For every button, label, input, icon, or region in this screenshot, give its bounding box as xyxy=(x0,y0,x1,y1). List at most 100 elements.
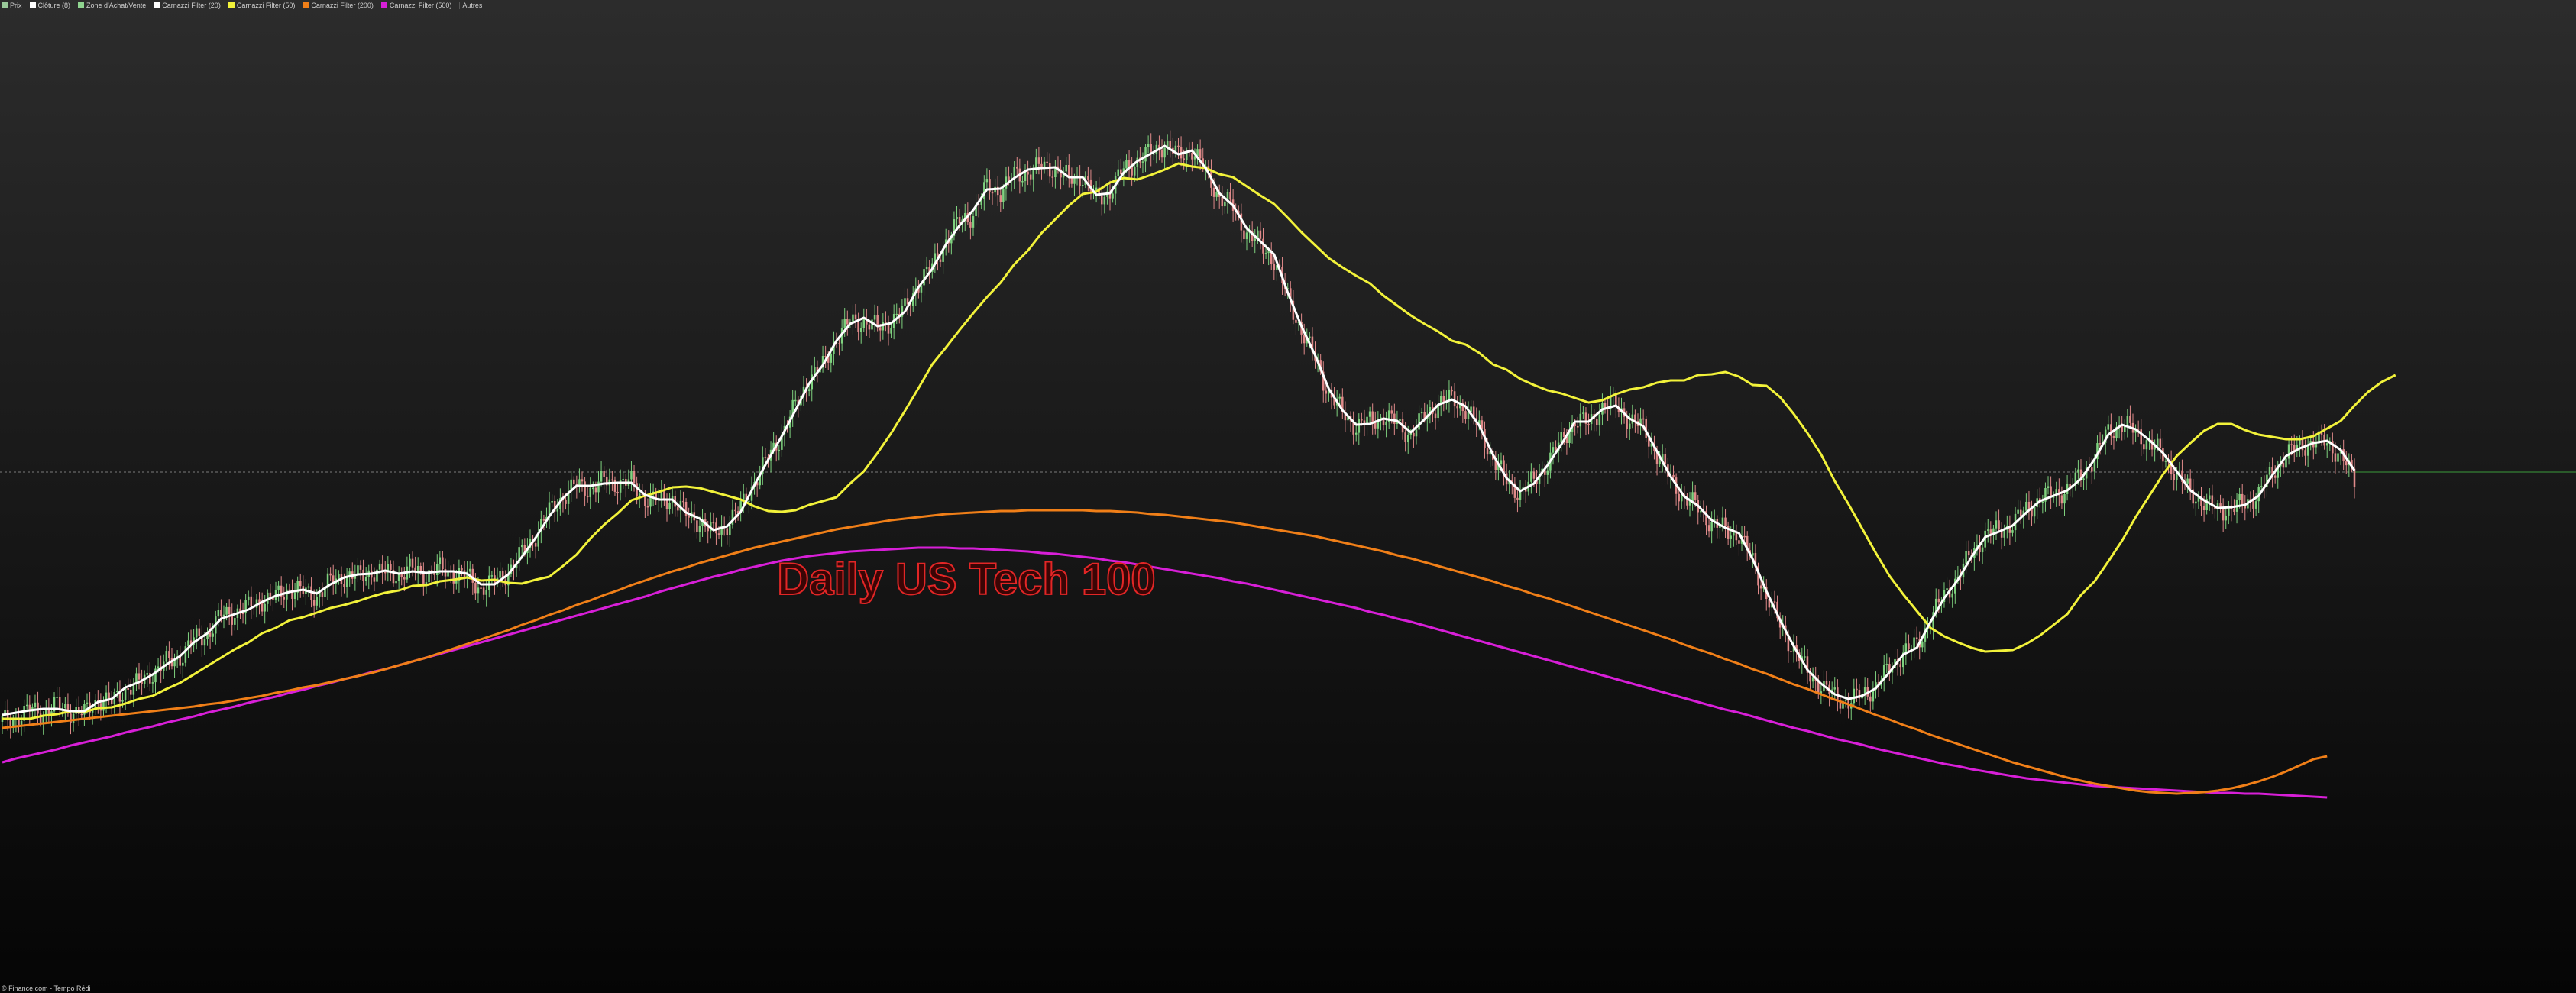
candle-down xyxy=(1290,288,1292,301)
candle-up xyxy=(458,568,461,581)
candle-up xyxy=(1366,416,1368,425)
candle-up xyxy=(116,691,118,693)
candle-up xyxy=(2337,453,2339,462)
candle-down xyxy=(764,457,767,458)
candle-up xyxy=(843,319,846,328)
candle-up xyxy=(1872,689,1875,702)
candle-up xyxy=(1174,145,1177,154)
legend-swatch xyxy=(78,2,85,8)
candle-up xyxy=(1721,517,1724,526)
candle-down xyxy=(1778,618,1782,628)
candle-up xyxy=(105,692,108,702)
candle-down xyxy=(1128,160,1131,167)
candle-down xyxy=(1642,418,1645,420)
candle-up xyxy=(1478,420,1481,425)
candle-down xyxy=(2060,495,2063,504)
candle-up xyxy=(778,449,781,451)
candle-up xyxy=(1309,336,1311,338)
candle-up xyxy=(217,610,220,617)
legend-label: Zone d'Achat/Vente xyxy=(86,2,147,9)
legend-more-button[interactable]: Autres xyxy=(459,2,484,9)
candle-down xyxy=(594,487,597,493)
legend-item[interactable]: Clôture (8) xyxy=(29,2,70,9)
candle-down xyxy=(573,479,575,484)
candle-down xyxy=(1040,163,1043,169)
candle-down xyxy=(474,582,477,594)
candle-up xyxy=(2176,471,2178,480)
legend-item[interactable]: Carnazzi Filter (20) xyxy=(154,2,221,9)
candle-up xyxy=(2074,472,2077,487)
candle-down xyxy=(1738,540,1740,544)
candle-up xyxy=(1399,419,1401,422)
legend-item[interactable]: Carnazzi Filter (50) xyxy=(228,2,295,9)
candle-down xyxy=(1404,432,1406,443)
candle-down xyxy=(1079,175,1081,186)
candle-down xyxy=(1361,419,1363,421)
candle-up xyxy=(1875,682,1877,690)
candle-down xyxy=(2173,474,2175,480)
candle-down xyxy=(1158,144,1160,150)
candle-down xyxy=(110,699,113,704)
candle-up xyxy=(794,399,797,402)
candle-down xyxy=(1070,176,1073,184)
legend-item[interactable]: Carnazzi Filter (200) xyxy=(303,2,374,9)
candle-up xyxy=(1853,688,1856,704)
candle-down xyxy=(1295,319,1297,323)
candle-up xyxy=(1710,522,1713,532)
candle-up xyxy=(2299,438,2301,445)
candle-up xyxy=(206,632,209,639)
candle-up xyxy=(2154,446,2156,450)
candle-down xyxy=(2233,509,2235,512)
legend-item[interactable]: Carnazzi Filter (500) xyxy=(380,2,451,9)
candle-up xyxy=(124,687,127,700)
candle-down xyxy=(1707,525,1710,532)
candle-up xyxy=(2011,530,2014,533)
candle-up xyxy=(387,564,390,573)
candle-down xyxy=(1456,406,1458,409)
candle-down xyxy=(2159,438,2162,448)
candle-up xyxy=(354,575,357,579)
candle-down xyxy=(411,558,414,568)
candle-down xyxy=(1555,447,1557,451)
candle-down xyxy=(2353,468,2356,487)
legend-swatch xyxy=(2,2,8,8)
legend-item[interactable]: Prix xyxy=(2,2,22,9)
candle-down xyxy=(866,319,868,325)
candle-up xyxy=(649,493,652,507)
candle-up xyxy=(592,487,594,490)
candle-down xyxy=(1937,598,1940,603)
candle-down xyxy=(696,520,698,532)
legend-item[interactable]: Zone d'Achat/Vente xyxy=(78,2,146,9)
candle-up xyxy=(972,216,975,228)
candle-up xyxy=(1254,238,1256,241)
candle-up xyxy=(1095,187,1098,191)
candle-down xyxy=(1908,643,1910,649)
candle-up xyxy=(1347,416,1349,421)
candle-down xyxy=(745,493,748,502)
candle-down xyxy=(838,343,840,344)
candle-up xyxy=(548,502,551,517)
candle-down xyxy=(198,628,201,636)
candle-up xyxy=(56,697,58,698)
candle-down xyxy=(2140,429,2142,445)
chart-watermark: Daily US Tech 100 xyxy=(777,555,1155,604)
candle-down xyxy=(1303,334,1306,344)
candle-down xyxy=(1101,195,1103,205)
candle-down xyxy=(269,592,272,597)
candle-up xyxy=(983,182,985,199)
candle-up xyxy=(814,367,816,375)
candle-down xyxy=(422,571,425,584)
candle-down xyxy=(209,632,212,637)
candle-down xyxy=(239,608,241,613)
candle-up xyxy=(2096,443,2099,460)
candle-up xyxy=(154,668,157,683)
candle-down xyxy=(641,493,644,495)
candle-up xyxy=(1762,587,1765,589)
candle-up xyxy=(748,500,750,503)
candle-down xyxy=(2150,440,2154,450)
candle-down xyxy=(1655,451,1659,464)
candle-up xyxy=(1820,691,1823,694)
candle-down xyxy=(1363,420,1366,425)
candle-down xyxy=(1270,251,1273,264)
